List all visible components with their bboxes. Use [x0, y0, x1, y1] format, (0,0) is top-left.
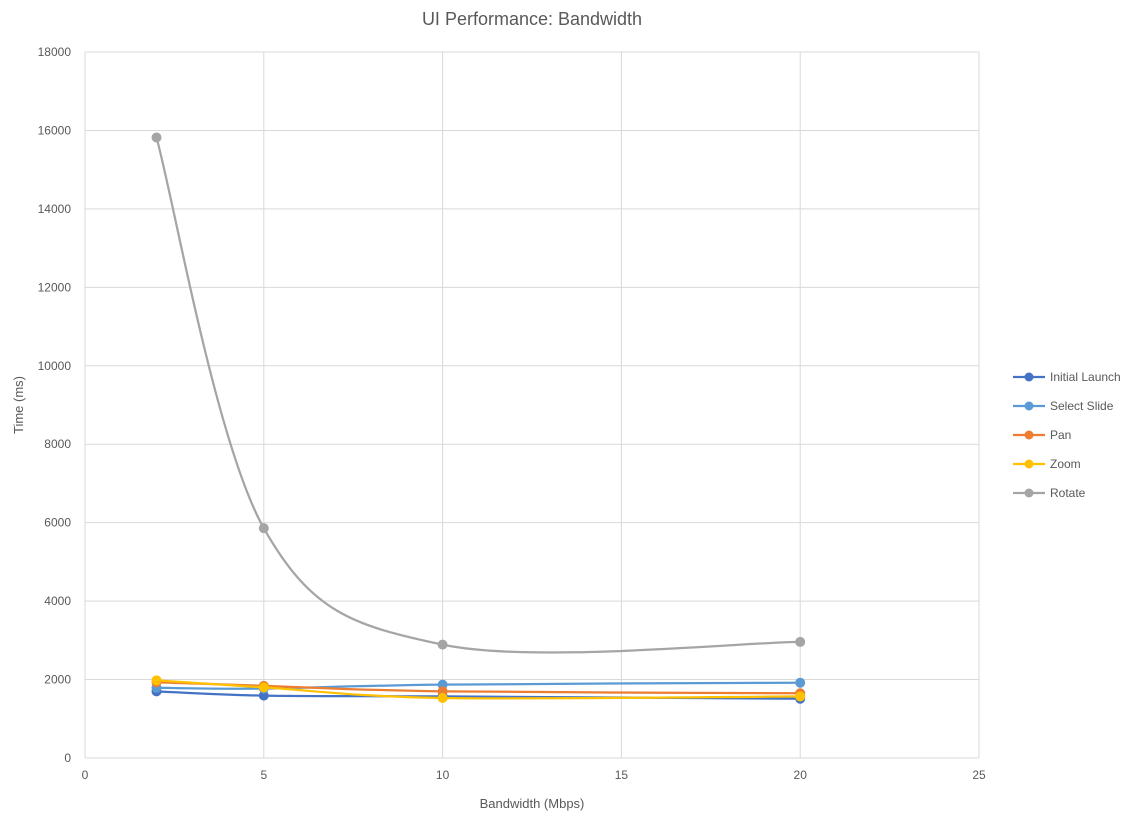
x-tick-label: 20: [794, 768, 808, 782]
y-tick-label: 10000: [38, 359, 72, 373]
y-tick-label: 14000: [38, 202, 72, 216]
legend-label: Rotate: [1050, 486, 1086, 500]
data-point-zoom: [151, 675, 162, 686]
legend-item-select-slide: Select Slide: [1013, 399, 1114, 413]
x-axis-ticks: 0 5 10 15 20 25: [82, 768, 986, 782]
legend-item-rotate: Rotate: [1013, 486, 1086, 500]
x-tick-label: 5: [260, 768, 267, 782]
data-point-zoom: [437, 692, 448, 703]
legend-swatch-marker: [1024, 459, 1034, 469]
y-axis-ticks: 0 2000 4000 6000 8000 10000 12000 14000 16000 180…: [38, 45, 72, 765]
data-point-rotate: [437, 639, 448, 650]
legend-label: Initial Launch: [1050, 370, 1121, 384]
data-point-zoom: [795, 691, 806, 702]
x-tick-label: 0: [82, 768, 89, 782]
data-point-rotate: [258, 523, 269, 534]
series-line-zoom: [155, 679, 802, 700]
y-tick-label: 2000: [44, 673, 71, 687]
y-tick-label: 12000: [38, 280, 72, 294]
data-point-zoom: [258, 682, 269, 693]
legend-label: Pan: [1050, 428, 1071, 442]
x-axis-title: Bandwidth (Mbps): [480, 796, 585, 811]
series-zoom: [151, 675, 806, 703]
x-tick-label: 25: [972, 768, 986, 782]
y-tick-label: 4000: [44, 594, 71, 608]
legend-label: Zoom: [1050, 457, 1081, 471]
series-line-rotate: [155, 136, 802, 654]
y-tick-label: 18000: [38, 45, 72, 59]
legend-item-zoom: Zoom: [1013, 457, 1081, 471]
y-tick-label: 16000: [38, 123, 72, 137]
y-tick-label: 8000: [44, 437, 71, 451]
series-lines: [151, 132, 806, 704]
data-point-select-slide: [795, 677, 806, 688]
x-tick-label: 10: [436, 768, 450, 782]
legend-label: Select Slide: [1050, 399, 1114, 413]
legend-swatch-marker: [1024, 488, 1034, 498]
legend-swatch-marker: [1024, 430, 1034, 440]
legend-swatch-marker: [1024, 372, 1034, 382]
series-rotate: [151, 132, 806, 654]
legend-item-pan: Pan: [1013, 428, 1071, 442]
y-axis-title: Time (ms): [11, 376, 26, 434]
y-tick-label: 0: [64, 751, 71, 765]
y-tick-label: 6000: [44, 516, 71, 530]
legend: Initial Launch Select Slide Pan Zoom Rotate: [1013, 370, 1121, 500]
series-line-select-slide: [155, 681, 802, 690]
legend-swatch-marker: [1024, 401, 1034, 411]
legend-item-initial-launch: Initial Launch: [1013, 370, 1121, 384]
data-point-rotate: [151, 132, 162, 143]
chart-title: UI Performance: Bandwidth: [422, 9, 642, 29]
x-tick-label: 15: [615, 768, 629, 782]
data-point-rotate: [795, 636, 806, 647]
